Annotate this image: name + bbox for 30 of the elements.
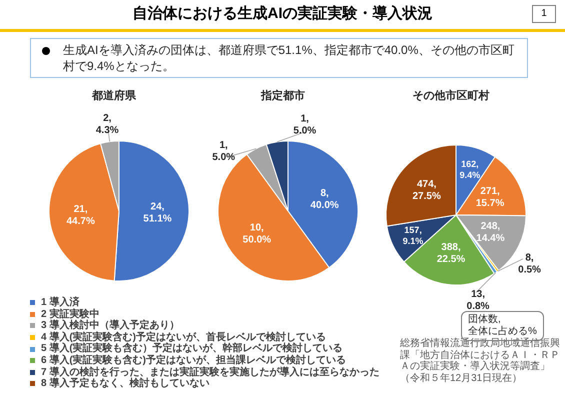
- data-label: 162, 9.4%: [460, 159, 480, 180]
- legend-label: 7 導入の検討を行った、または実証実験を実施したが導入には至らなかった: [41, 366, 380, 378]
- data-label: 1, 5.0%: [212, 139, 236, 162]
- data-label: 271, 15.7%: [476, 186, 504, 209]
- legend-label: 8 導入予定もなく、検討もしていない: [41, 378, 210, 390]
- legend-label: 2 実証実験中: [41, 308, 100, 320]
- chart-title: 都道府県: [90, 88, 137, 103]
- chart-title: 指定都市: [260, 88, 306, 103]
- data-label: 248, 14.4%: [476, 220, 505, 244]
- text: 団体数, 全体に占める%: [468, 314, 537, 337]
- text: 自治体における生成AIの実証実験・導入状況: [132, 5, 432, 22]
- legend-label: 1 導入済: [41, 297, 80, 308]
- text: 生成AIを導入済みの団体は、都道府県で51.1%、指定都市で40.0%、その他の市区町村で9.4%となった。: [63, 43, 514, 73]
- data-label: 1, 5.0%: [293, 113, 316, 136]
- data-label: 10, 50.0%: [242, 222, 272, 246]
- data-label: 8, 0.5%: [518, 252, 542, 275]
- chart-title: その他市区町村: [412, 88, 490, 103]
- legend-label: 4 導入(実証実験含む)予定はないが、首長レベルで検討している: [41, 332, 326, 343]
- data-label: 474, 27.5%: [412, 178, 441, 202]
- legend-label: 5 導入(実証実験も含む）予定はないが、幹部レベルで検討している: [41, 343, 343, 354]
- legend-label: 3 導入検討中（導入予定あり）: [41, 320, 180, 332]
- data-label: 157, 9.1%: [402, 225, 424, 246]
- data-label: 8, 40.0%: [310, 188, 339, 211]
- data-label: 21, 44.7%: [66, 203, 95, 226]
- data-label: 24, 51.1%: [143, 200, 172, 224]
- data-label: 13, 0.8%: [466, 288, 490, 312]
- legend-label: 6 導入(実証実験も含む)予定はないが、担当課レベルで検討している: [41, 354, 346, 366]
- data-label: 2, 4.3%: [96, 112, 119, 136]
- data-label: 388, 22.5%: [436, 242, 466, 265]
- text: 1: [532, 5, 556, 23]
